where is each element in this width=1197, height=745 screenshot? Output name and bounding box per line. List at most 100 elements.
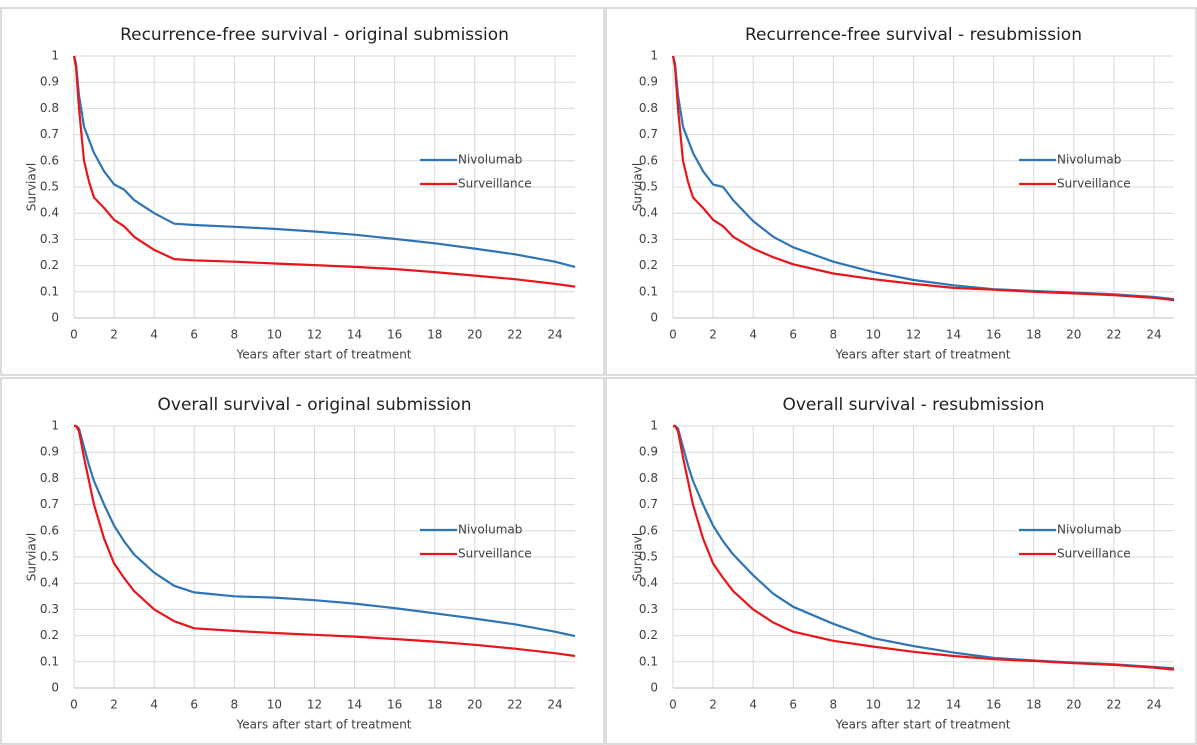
y-tick-label: 0: [650, 681, 658, 695]
x-tick-label: 12: [307, 698, 322, 712]
x-tick-label: 8: [829, 328, 837, 342]
series-line: [72, 55, 576, 288]
x-tick-label: 0: [669, 698, 677, 712]
x-tick-label: 2: [110, 328, 118, 342]
y-axis-title: Surviavl: [25, 533, 39, 581]
x-tick-label: 18: [427, 698, 442, 712]
y-tick-label: 0.9: [639, 75, 658, 89]
chart-title: Recurrence-free survival - original subm…: [120, 25, 509, 45]
y-tick-label: 0.7: [639, 127, 658, 141]
chart-title: Overall survival - original submission: [158, 395, 472, 415]
x-tick-label: 14: [347, 328, 362, 342]
series-line: [74, 424, 576, 638]
x-tick-label: 24: [1146, 328, 1161, 342]
series-line: [72, 55, 576, 268]
legend-label: Surveillance: [458, 177, 532, 191]
x-tick-label: 8: [829, 698, 837, 712]
legend-label: Nivolumab: [458, 153, 522, 167]
y-tick-label: 0.4: [40, 206, 59, 220]
legend-label: Surveillance: [1057, 177, 1131, 191]
y-tick-label: 0.1: [40, 284, 59, 298]
y-axis-title: Surviavl: [631, 163, 645, 211]
y-tick-label: 0.9: [40, 445, 59, 459]
series-line: [671, 55, 1175, 302]
y-tick-label: 0.8: [40, 101, 59, 115]
y-tick-label: 0.1: [40, 654, 59, 668]
x-tick-label: 14: [946, 698, 961, 712]
x-tick-label: 24: [547, 698, 562, 712]
x-tick-label: 20: [467, 698, 482, 712]
x-tick-label: 0: [669, 328, 677, 342]
y-tick-label: 0: [650, 311, 658, 325]
y-axis-title: Surviavl: [631, 533, 645, 581]
y-tick-label: 0.6: [40, 153, 59, 167]
y-tick-label: 0.3: [639, 232, 658, 246]
y-tick-label: 0.6: [40, 523, 59, 537]
y-tick-label: 0.2: [639, 628, 658, 642]
x-tick-label: 12: [307, 328, 322, 342]
y-tick-label: 0.9: [40, 75, 59, 89]
x-tick-label: 18: [1026, 698, 1041, 712]
x-tick-label: 16: [986, 328, 1001, 342]
x-tick-label: 16: [387, 698, 402, 712]
x-tick-label: 22: [507, 328, 522, 342]
x-tick-label: 2: [709, 698, 717, 712]
legend-label: Surveillance: [1057, 547, 1131, 561]
y-tick-label: 0.5: [40, 550, 59, 564]
y-tick-label: 0.7: [40, 497, 59, 511]
x-tick-label: 6: [190, 328, 198, 342]
x-tick-label: 16: [986, 698, 1001, 712]
y-tick-label: 1: [51, 49, 59, 63]
x-tick-label: 16: [387, 328, 402, 342]
y-tick-label: 0.2: [40, 258, 59, 272]
x-tick-label: 6: [190, 698, 198, 712]
x-tick-label: 6: [789, 698, 797, 712]
x-axis-title: Years after start of treatment: [834, 348, 1010, 362]
x-tick-label: 24: [547, 328, 562, 342]
legend-label: Surveillance: [458, 547, 532, 561]
y-tick-label: 0.4: [40, 576, 59, 590]
x-tick-label: 4: [749, 698, 757, 712]
x-tick-label: 24: [1146, 698, 1161, 712]
y-tick-label: 0.1: [639, 284, 658, 298]
x-tick-label: 22: [1106, 698, 1121, 712]
x-tick-label: 10: [267, 698, 282, 712]
x-tick-label: 20: [1066, 698, 1081, 712]
x-tick-label: 4: [150, 328, 158, 342]
x-axis-title: Years after start of treatment: [235, 348, 411, 362]
x-axis-title: Years after start of treatment: [834, 718, 1010, 732]
y-tick-label: 0.3: [40, 232, 59, 246]
y-tick-label: 1: [650, 49, 658, 63]
y-tick-label: 0.7: [639, 497, 658, 511]
y-tick-label: 0.2: [639, 258, 658, 272]
y-tick-label: 0.4: [639, 576, 658, 590]
x-tick-label: 2: [110, 698, 118, 712]
y-tick-label: 0.5: [639, 550, 658, 564]
x-tick-label: 14: [347, 698, 362, 712]
series-line: [673, 424, 1175, 671]
y-tick-label: 0.6: [639, 523, 658, 537]
y-tick-label: 0.9: [639, 445, 658, 459]
x-tick-label: 18: [427, 328, 442, 342]
y-tick-label: 0.4: [639, 206, 658, 220]
x-tick-label: 6: [789, 328, 797, 342]
y-tick-label: 0.8: [40, 471, 59, 485]
x-tick-label: 0: [70, 328, 78, 342]
panel-frame: [605, 377, 1197, 745]
y-tick-label: 0.7: [40, 127, 59, 141]
panel-frame: [605, 7, 1197, 376]
x-tick-label: 10: [866, 328, 881, 342]
y-tick-label: 0.2: [40, 628, 59, 642]
x-tick-label: 20: [1066, 328, 1081, 342]
x-tick-label: 22: [507, 698, 522, 712]
x-tick-label: 12: [906, 698, 921, 712]
panel-frame: [0, 7, 605, 376]
y-tick-label: 1: [650, 419, 658, 433]
y-tick-label: 0.1: [639, 654, 658, 668]
y-tick-label: 0.3: [40, 602, 59, 616]
x-axis-title: Years after start of treatment: [235, 718, 411, 732]
x-tick-label: 8: [230, 328, 238, 342]
legend-label: Nivolumab: [1057, 153, 1121, 167]
x-tick-label: 22: [1106, 328, 1121, 342]
